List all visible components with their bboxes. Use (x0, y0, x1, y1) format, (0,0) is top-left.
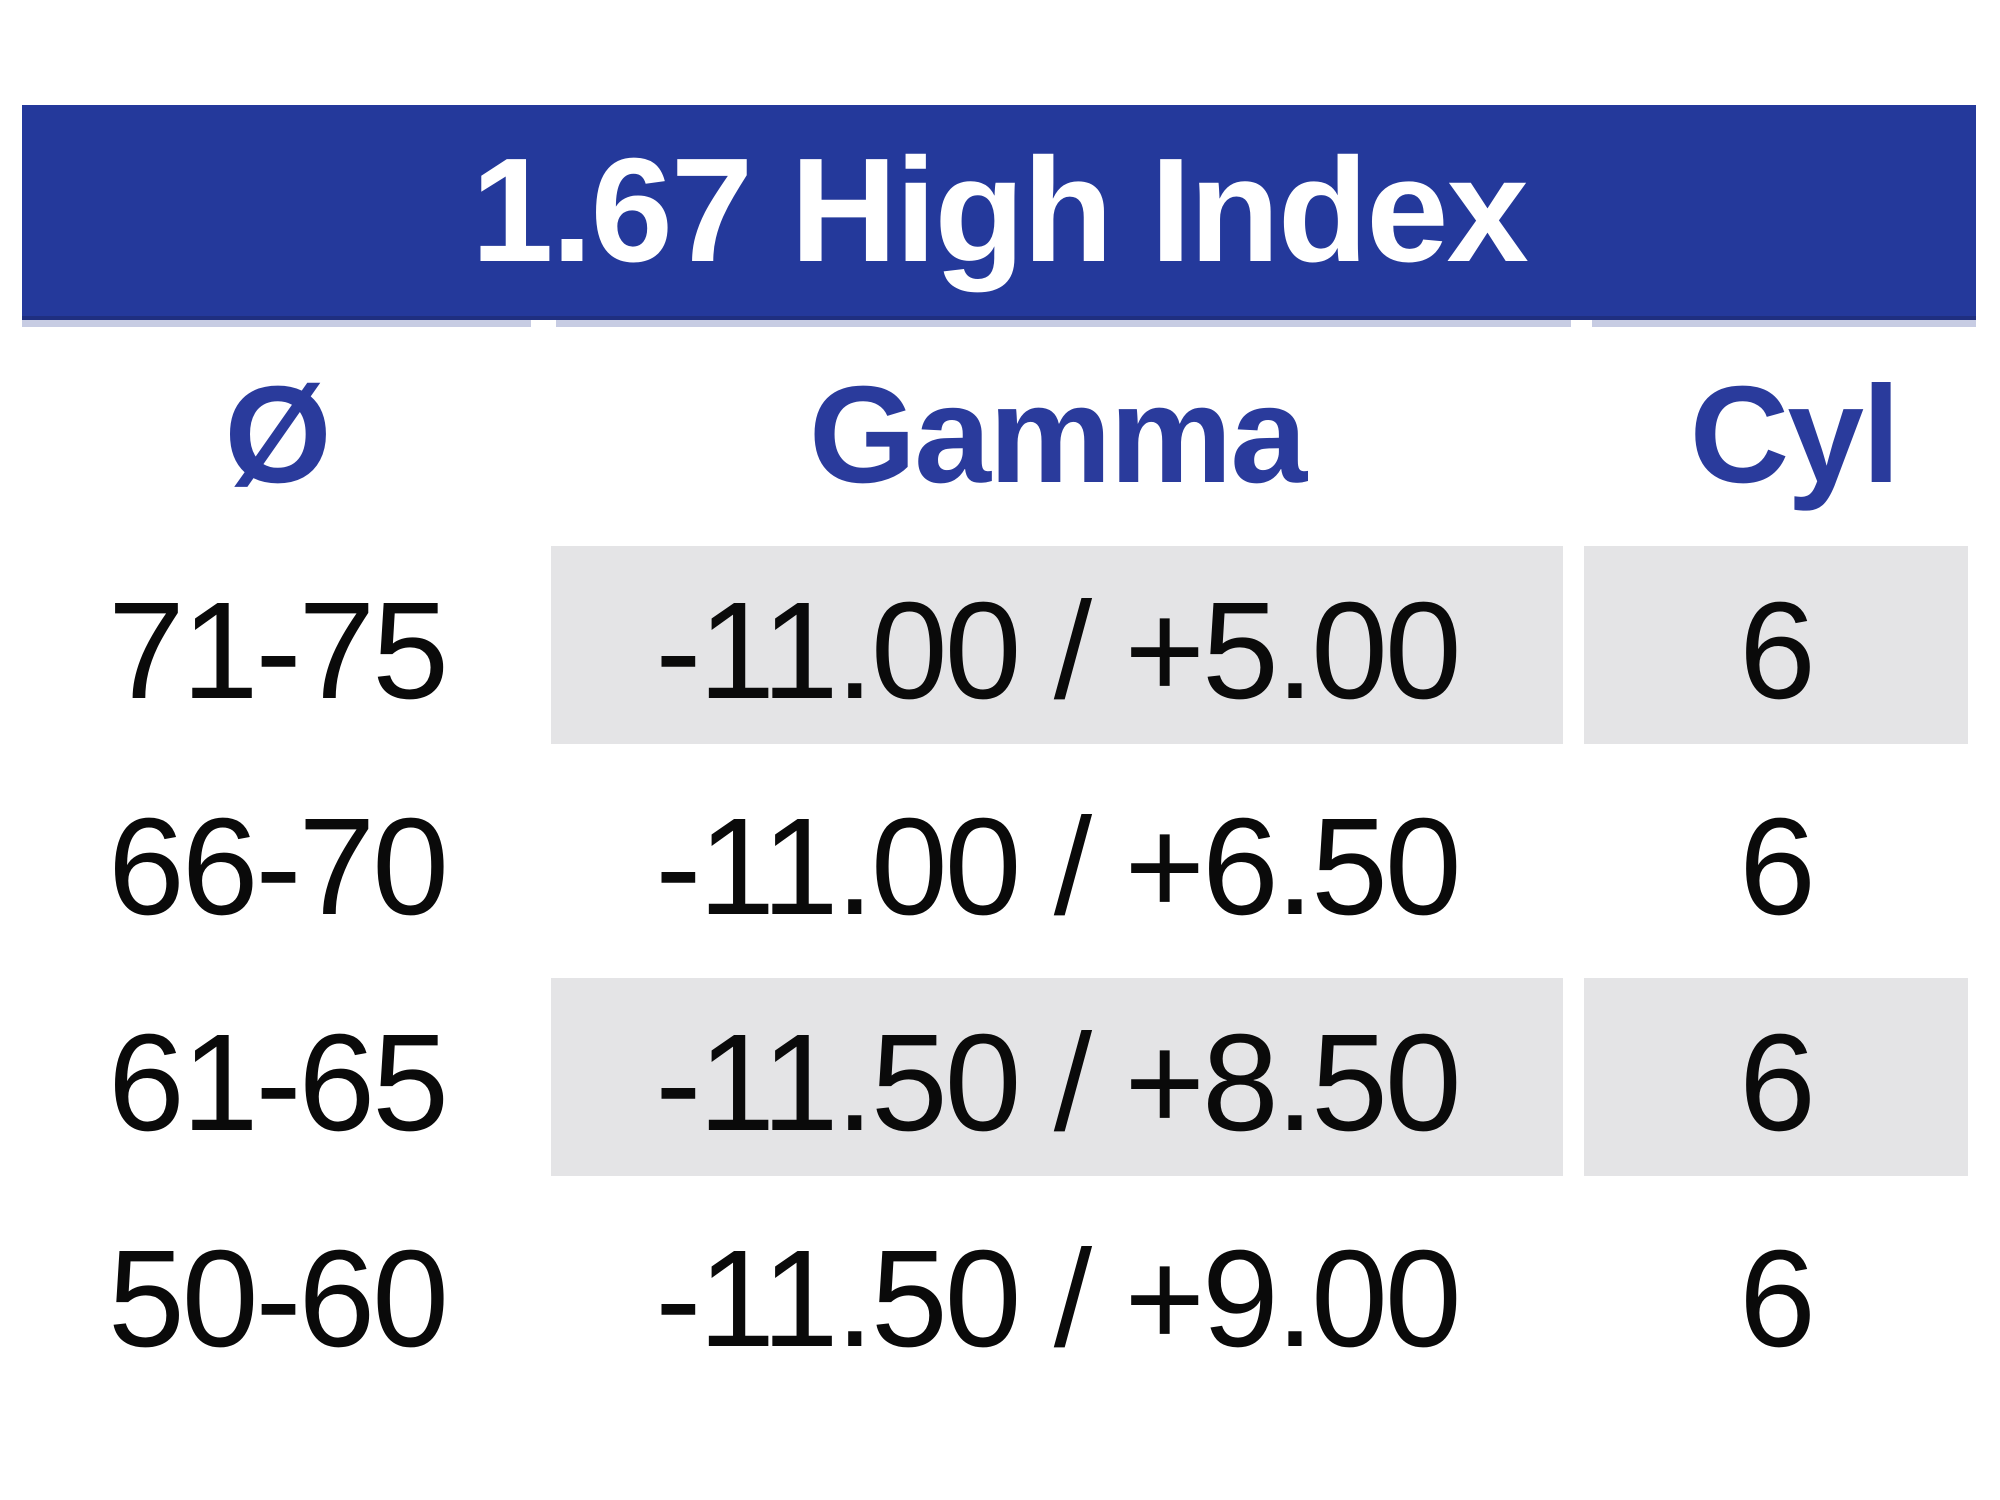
table-row: 61-65 -11.50 / +8.50 6 (0, 972, 2000, 1188)
cell-diameter: 66-70 (108, 790, 449, 944)
table-row: 66-70 -11.00 / +6.50 6 (0, 756, 2000, 972)
table-title-bar: 1.67 High Index (22, 105, 1976, 320)
column-gap-notch (1571, 320, 1592, 327)
cell-diameter: 61-65 (108, 1006, 449, 1160)
cell-gamma: -11.50 / +9.00 (655, 1222, 1461, 1376)
table-title: 1.67 High Index (471, 128, 1529, 293)
cell-diameter: 71-75 (108, 574, 449, 728)
column-header-gamma: Gamma (808, 358, 1307, 512)
table-row: 50-60 -11.50 / +9.00 6 (0, 1188, 2000, 1404)
cell-gamma: -11.50 / +8.50 (551, 978, 1563, 1176)
table-row: 71-75 -11.00 / +5.00 6 (0, 540, 2000, 756)
column-header-cyl: Cyl (1689, 358, 1901, 512)
cell-diameter: 50-60 (108, 1222, 449, 1376)
cell-cyl: 6 (1739, 1222, 1816, 1376)
cell-gamma: -11.00 / +6.50 (655, 790, 1461, 944)
table-header-row: Ø Gamma Cyl (0, 355, 2000, 515)
title-bar-underline (22, 320, 1976, 327)
column-gap-notch (531, 320, 556, 327)
cell-cyl: 6 (1739, 790, 1816, 944)
cell-gamma: -11.00 / +5.00 (551, 546, 1563, 744)
column-header-diameter: Ø (224, 358, 331, 512)
cell-cyl: 6 (1584, 978, 1968, 1176)
cell-cyl: 6 (1584, 546, 1968, 744)
